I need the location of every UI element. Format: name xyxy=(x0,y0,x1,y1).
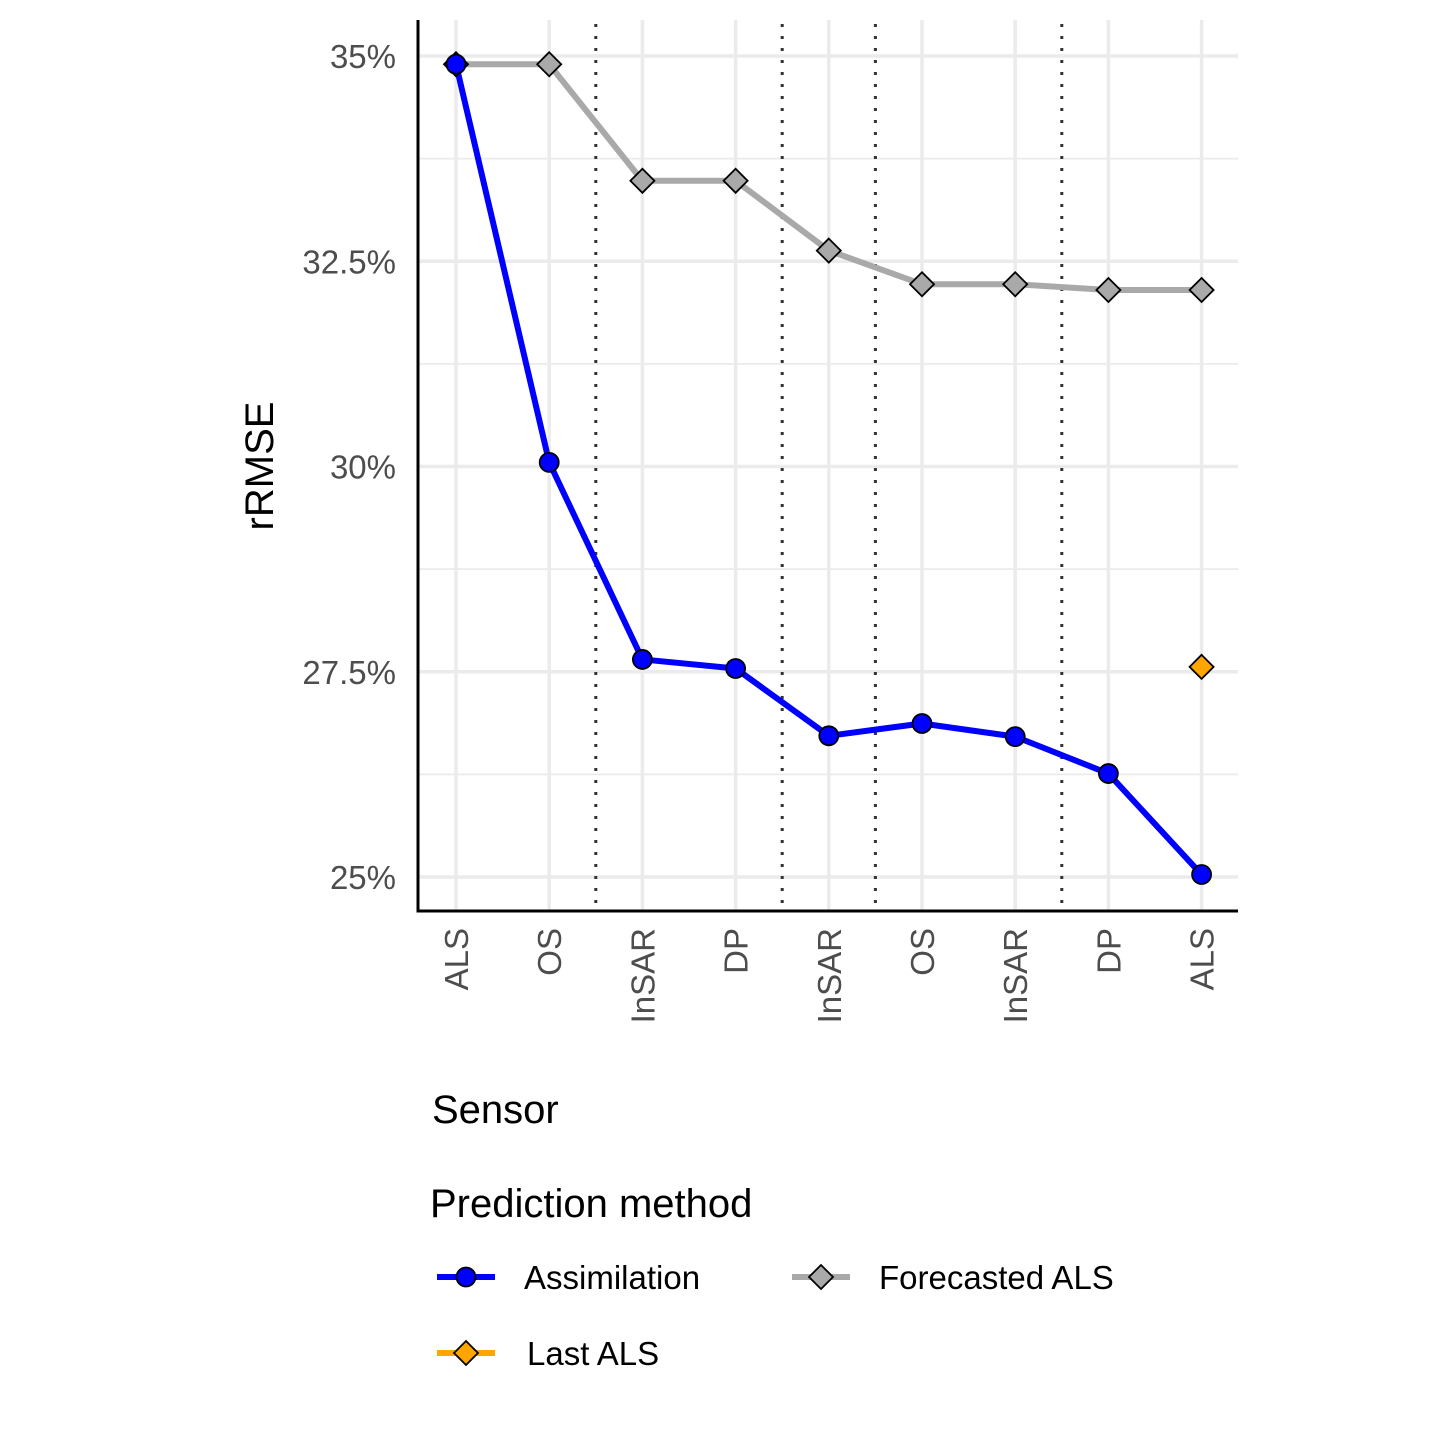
y-tick-label: 30% xyxy=(330,449,396,486)
legend-title: Prediction method xyxy=(430,1182,752,1226)
x-tick-label: OS xyxy=(904,928,941,976)
x-tick-label: ALS xyxy=(1184,928,1221,990)
x-axis-title: Sensor xyxy=(432,1088,559,1132)
data-point-forecasted-als xyxy=(722,167,749,195)
data-point-forecasted-als xyxy=(1095,276,1122,304)
data-point-assimilation xyxy=(445,53,467,75)
data-point-forecasted-als xyxy=(535,50,563,78)
legend-key-marker xyxy=(455,1266,477,1288)
legend: Prediction method Assimilation Forecasted… xyxy=(430,1182,1114,1372)
y-tick-label: 27.5% xyxy=(302,654,396,691)
y-axis-title: rRMSE xyxy=(238,402,282,531)
legend-label: Assimilation xyxy=(524,1259,700,1296)
x-tick-label: InSAR xyxy=(811,928,848,1023)
legend-label: Last ALS xyxy=(527,1335,659,1372)
y-tick-label: 32.5% xyxy=(302,243,396,280)
legend-label: Forecasted ALS xyxy=(879,1259,1114,1296)
data-point-assimilation xyxy=(818,725,840,747)
data-point-assimilation xyxy=(1004,726,1026,748)
legend-key-marker xyxy=(807,1263,835,1291)
series-points xyxy=(442,50,1215,885)
data-point-assimilation xyxy=(911,713,933,734)
data-point-forecasted-als xyxy=(629,167,656,195)
data-point-forecasted-als xyxy=(1001,270,1029,298)
y-tick-label: 25% xyxy=(330,859,396,896)
data-point-forecasted-als xyxy=(815,237,843,264)
data-point-assimilation xyxy=(1098,763,1119,784)
data-point-forecasted-als xyxy=(908,270,936,298)
data-point-assimilation xyxy=(632,649,653,670)
x-tick-label: InSAR xyxy=(997,928,1034,1023)
x-tick-labels: ALS OS InSAR DP InSAR OS InSAR DP ALS xyxy=(438,928,1221,1023)
legend-item: Forecasted ALS xyxy=(792,1259,1114,1296)
x-tick-label: OS xyxy=(531,928,568,976)
x-tick-label: DP xyxy=(1090,928,1127,974)
y-tick-labels: 25% 27.5% 30% 32.5% 35% xyxy=(302,38,396,896)
x-tick-label: DP xyxy=(718,928,755,974)
legend-items: Assimilation Forecasted ALS Last ALS xyxy=(437,1259,1114,1372)
data-point-forecasted-als xyxy=(1188,276,1215,304)
legend-item: Last ALS xyxy=(437,1335,659,1372)
data-point-assimilation xyxy=(538,451,560,473)
x-tick-label: ALS xyxy=(438,928,475,990)
legend-item: Assimilation xyxy=(437,1259,700,1296)
data-point-last-als xyxy=(1188,653,1215,681)
y-tick-label: 35% xyxy=(330,38,396,75)
x-tick-label: InSAR xyxy=(624,928,661,1023)
axes xyxy=(416,20,1238,913)
data-point-assimilation xyxy=(725,658,746,679)
legend-key-marker xyxy=(452,1339,480,1367)
data-point-assimilation xyxy=(1191,864,1212,885)
